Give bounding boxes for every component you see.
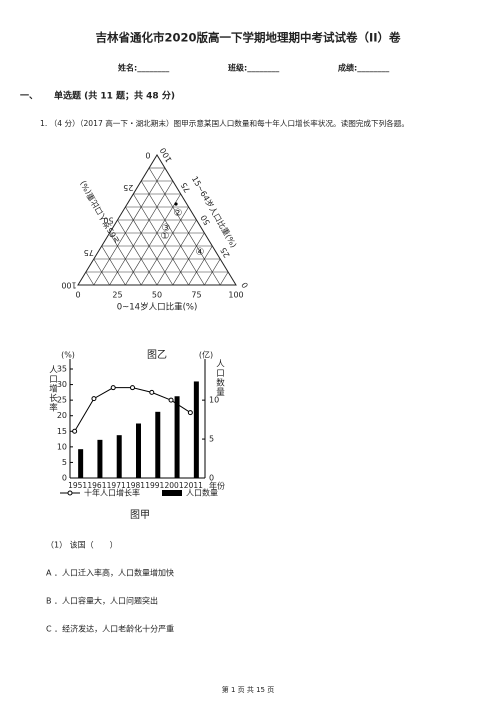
- bar: [78, 449, 84, 478]
- grid-line: [219, 271, 229, 286]
- section-title: 单选题 (共 11 题；共 48 分): [54, 90, 175, 102]
- y-tick-label: 15: [57, 427, 67, 436]
- score-field: 成绩:________: [338, 63, 389, 73]
- page-footer: 第 1 页 共 15 页: [222, 685, 275, 694]
- point-label: ③: [162, 223, 171, 234]
- x-tick-label: 2001: [165, 481, 184, 490]
- bottom-tick-label: 0: [75, 291, 80, 300]
- bar: [136, 423, 141, 478]
- y-tick-label: 20: [57, 411, 67, 420]
- bar: [97, 439, 103, 478]
- section-number: 一、: [20, 92, 38, 102]
- option: B ．人口容量大，人口问题突出: [46, 596, 158, 606]
- x-tick-label: 2011: [184, 481, 203, 490]
- legend-label: 十年人口增长率: [84, 488, 140, 498]
- legend-point: [67, 490, 73, 496]
- bottom-tick-label: 50: [152, 291, 162, 300]
- bar: [174, 396, 180, 478]
- grid-line: [133, 193, 189, 286]
- left-axis-label: ≥65岁人口比重(%): [78, 179, 122, 245]
- x-tick-label: 1981: [126, 481, 145, 490]
- grid-line: [125, 193, 181, 286]
- y2-tick-label: 5: [209, 435, 214, 444]
- y2-tick-label: 10: [209, 396, 219, 405]
- grid-line: [156, 219, 197, 286]
- right-axis-label: 15~64岁人口比重(%): [190, 174, 239, 249]
- line-point: [168, 397, 174, 403]
- line-point: [187, 410, 193, 416]
- name-field: 姓名:________: [117, 63, 169, 73]
- y2-tick-label: 0: [209, 474, 214, 483]
- x-axis-label: 年份: [209, 481, 225, 491]
- y-tick-label: 30: [57, 380, 67, 389]
- y-axis-label: 人口增长率: [48, 365, 58, 413]
- x-tick-label: 1991: [145, 481, 164, 490]
- bottom-tick-label: 25: [112, 291, 122, 300]
- line-point: [149, 389, 155, 395]
- line-point: [91, 396, 97, 402]
- y2-axis-label: 人口数量: [215, 359, 225, 397]
- grid-line: [125, 206, 174, 286]
- point-label: ②: [174, 208, 183, 219]
- line-point: [130, 385, 135, 391]
- right-tick-label: 75: [179, 181, 192, 194]
- y-tick-label: 25: [57, 396, 67, 405]
- y-tick-label: 0: [62, 474, 67, 483]
- grid-line: [148, 167, 221, 286]
- bottom-tick-label: 100: [228, 291, 243, 300]
- right-tick-label: 25: [219, 246, 232, 259]
- y-tick-label: 35: [57, 365, 67, 374]
- grid-line: [85, 271, 95, 286]
- x-tick-label: 1961: [87, 481, 106, 490]
- bar: [193, 381, 199, 478]
- left-tick-label: 50: [103, 216, 113, 225]
- left-tick-label: 25: [123, 183, 133, 192]
- option: A ．人口迁入率高，人口数量增加快: [46, 568, 174, 578]
- title: 吉林省通化市2020版高一下学期地理期中考试试卷（II）卷: [95, 31, 401, 45]
- left-tick-label: 75: [84, 248, 94, 257]
- y-tick-label: 10: [57, 442, 67, 451]
- bottom-axis-label: 0~14岁人口比重(%): [117, 302, 198, 313]
- grid-line: [140, 180, 205, 286]
- right-tick-label: 50: [199, 213, 212, 226]
- grid-line: [188, 245, 213, 286]
- point-label: ①: [161, 231, 170, 242]
- x-tick-label: 1971: [107, 481, 126, 490]
- line: [74, 387, 191, 432]
- class-field: 班级:________: [228, 63, 279, 73]
- grid-line: [109, 232, 142, 286]
- left-tick-label: 0: [145, 151, 150, 160]
- y-tick-label: 5: [62, 458, 67, 467]
- legend-swatch: [162, 490, 182, 496]
- bar: [116, 435, 122, 478]
- grid-line: [93, 167, 166, 286]
- figure-caption: 图乙: [147, 349, 167, 361]
- x-tick-label: 1951: [68, 481, 87, 490]
- bar: [155, 411, 161, 478]
- figure-caption: 图甲: [130, 509, 150, 521]
- legend-label: 人口数量: [186, 488, 218, 498]
- bottom-tick-label: 75: [191, 291, 201, 300]
- point-dot: [174, 202, 178, 206]
- line-point: [110, 385, 116, 391]
- point-label: ④: [196, 247, 205, 258]
- right-tick-label: 0: [240, 281, 250, 290]
- y2-unit: (亿): [199, 350, 213, 360]
- option: C ．经济发达，人口老龄化十分严重: [46, 624, 174, 634]
- y-unit: (%): [61, 351, 75, 360]
- left-tick-label: 100: [61, 281, 76, 290]
- grid-line: [117, 219, 158, 286]
- sub-question: （1） 该国（ ）: [46, 540, 118, 550]
- line-point: [72, 428, 78, 434]
- question-stem: 1. （4 分）（2017 高一下・湖北期末）图甲示意某国人口数量和每十年人口增…: [40, 118, 409, 128]
- grid-line: [93, 258, 110, 286]
- grid-line: [101, 245, 126, 286]
